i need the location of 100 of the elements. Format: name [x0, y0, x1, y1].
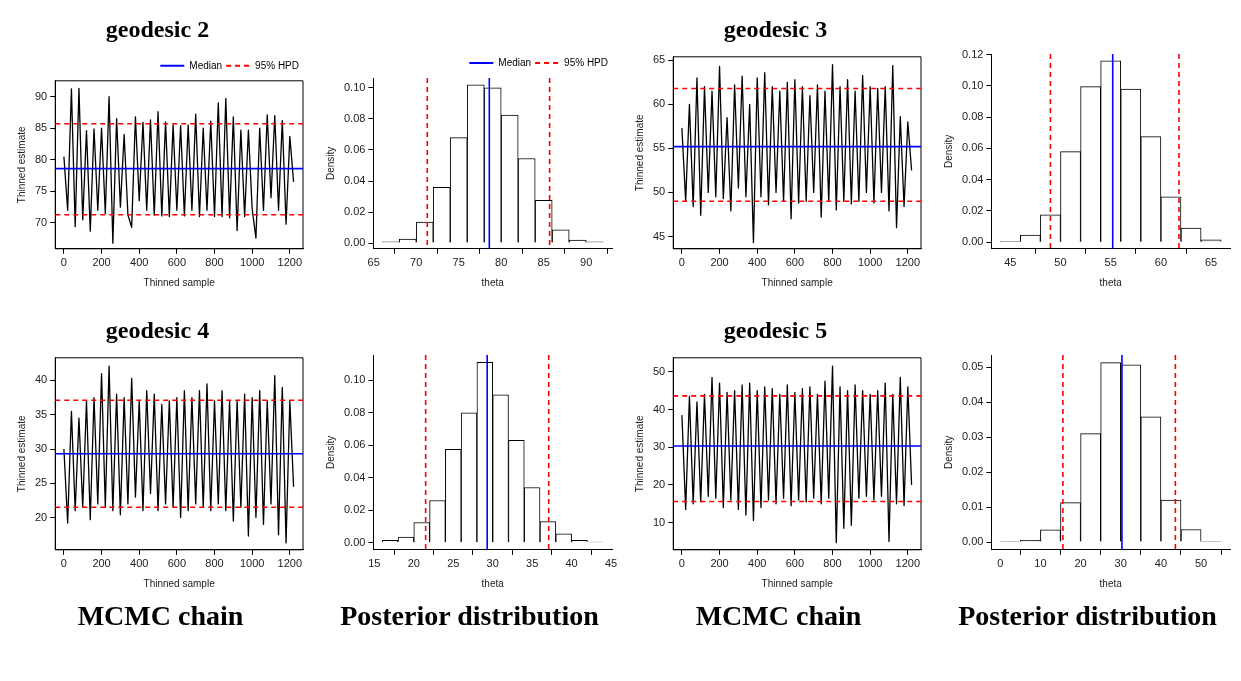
y-tick-label: 80	[34, 152, 48, 165]
x-tick-label: 200	[710, 557, 729, 570]
y-tick-label: 0.05	[961, 360, 984, 373]
y-tick-label: 0.06	[961, 141, 984, 154]
y-tick-label: 0.00	[343, 236, 366, 249]
x-tick-label: 35	[526, 557, 539, 570]
x-axis-title: theta	[1099, 577, 1123, 589]
x-axis-title: Thinned sample	[143, 577, 216, 589]
x-tick-label: 20	[1074, 557, 1087, 570]
x-axis-title: theta	[481, 276, 505, 288]
x-tick-label: 1200	[277, 256, 303, 269]
y-tick-label: 0.04	[961, 395, 984, 408]
y-tick-label: 50	[652, 185, 666, 198]
x-tick-label: 0	[678, 256, 685, 269]
y-tick-label: 90	[34, 89, 48, 102]
x-tick-label: 50	[1054, 256, 1067, 269]
y-tick-label: 0.02	[343, 503, 366, 516]
y-tick-label: 40	[34, 373, 48, 386]
x-axis-title: Thinned sample	[761, 577, 834, 589]
x-tick-label: 75	[452, 256, 465, 269]
x-tick-label: 800	[205, 256, 224, 269]
x-tick-label: 400	[748, 256, 767, 269]
x-tick-label: 400	[130, 256, 149, 269]
x-tick-label: 45	[1004, 256, 1017, 269]
y-tick-label: 0.00	[961, 235, 984, 248]
y-tick-label: 20	[34, 510, 48, 523]
x-tick-label: 20	[407, 557, 420, 570]
x-tick-label: 80	[495, 256, 508, 269]
y-tick-label: 0.00	[343, 535, 366, 548]
y-tick-label: 20	[652, 477, 666, 490]
y-tick-label: 45	[652, 229, 666, 242]
x-tick-label: 400	[748, 557, 767, 570]
x-tick-label: 800	[823, 256, 842, 269]
y-tick-label: 0.01	[961, 500, 984, 513]
y-axis-title: Thinned estimate	[15, 415, 27, 493]
x-axis-title: Thinned sample	[761, 276, 834, 288]
x-tick-label: 200	[92, 557, 111, 570]
x-tick-label: 30	[1114, 557, 1127, 570]
x-tick-label: 0	[60, 256, 67, 269]
x-tick-label: 25	[447, 557, 460, 570]
y-tick-label: 0.08	[343, 111, 366, 124]
y-tick-label: 40	[652, 402, 666, 415]
y-tick-label: 70	[34, 215, 48, 228]
y-tick-label: 65	[652, 53, 666, 66]
chart-title: geodesic 5	[723, 316, 828, 343]
y-tick-label: 0.04	[343, 174, 366, 187]
x-tick-label: 45	[604, 557, 618, 570]
y-tick-label: 0.08	[961, 110, 984, 123]
x-tick-label: 600	[167, 557, 187, 570]
x-tick-label: 1200	[277, 557, 303, 570]
y-tick-label: 0.02	[343, 205, 366, 218]
x-tick-label: 1200	[895, 256, 921, 269]
y-axis-title: Density	[942, 134, 954, 169]
x-tick-label: 600	[167, 256, 187, 269]
y-tick-label: 0.10	[961, 78, 984, 91]
x-tick-label: 65	[367, 256, 380, 269]
y-axis-title: Density	[324, 146, 336, 181]
text: Posterior distribution	[958, 600, 1217, 632]
y-axis-title: Thinned estimate	[633, 114, 645, 192]
text: Posterior distribution	[340, 600, 599, 632]
y-tick-label: 0.02	[961, 465, 984, 478]
x-axis-title: theta	[481, 577, 505, 589]
y-tick-label: 0.06	[343, 143, 366, 156]
x-tick-label: 800	[823, 557, 842, 570]
x-tick-label: 70	[410, 256, 423, 269]
y-tick-label: 55	[652, 141, 666, 154]
x-tick-label: 85	[537, 256, 550, 269]
chart-title: geodesic 2	[105, 15, 210, 42]
x-tick-label: 600	[785, 256, 805, 269]
x-tick-label: 1000	[239, 256, 265, 269]
text: MCMC chain	[695, 600, 862, 632]
y-tick-label: 0.10	[343, 80, 366, 93]
x-tick-label: 90	[580, 256, 593, 269]
y-tick-label: 10	[652, 515, 666, 528]
y-axis-title: Density	[942, 435, 954, 470]
x-tick-label: 1200	[895, 557, 921, 570]
x-tick-label: 400	[130, 557, 149, 570]
x-tick-label: 600	[785, 557, 805, 570]
x-tick-label: 0	[678, 557, 685, 570]
y-tick-label: 0.06	[343, 438, 366, 451]
x-tick-label: 1000	[857, 557, 883, 570]
x-tick-label: 55	[1104, 256, 1117, 269]
x-tick-label: 60	[1154, 256, 1168, 269]
x-tick-label: 200	[92, 256, 111, 269]
y-tick-label: 0.12	[961, 47, 984, 60]
y-tick-label: 85	[34, 121, 48, 134]
text: MCMC chain	[77, 600, 244, 632]
x-tick-label: 40	[565, 557, 578, 570]
legend-label: 95% HPD	[564, 56, 608, 68]
y-axis-title: Density	[324, 435, 336, 470]
y-tick-label: 25	[34, 476, 48, 489]
y-tick-label: 0.03	[961, 430, 984, 443]
legend-label: Median	[498, 56, 532, 68]
y-tick-label: 0.00	[961, 535, 984, 548]
x-tick-label: 0	[60, 557, 67, 570]
y-axis-title: Thinned estimate	[15, 126, 27, 204]
chart-title: geodesic 3	[723, 15, 828, 42]
y-tick-label: 35	[34, 407, 48, 420]
y-tick-label: 0.04	[343, 470, 366, 483]
legend-label: 95% HPD	[255, 59, 299, 71]
